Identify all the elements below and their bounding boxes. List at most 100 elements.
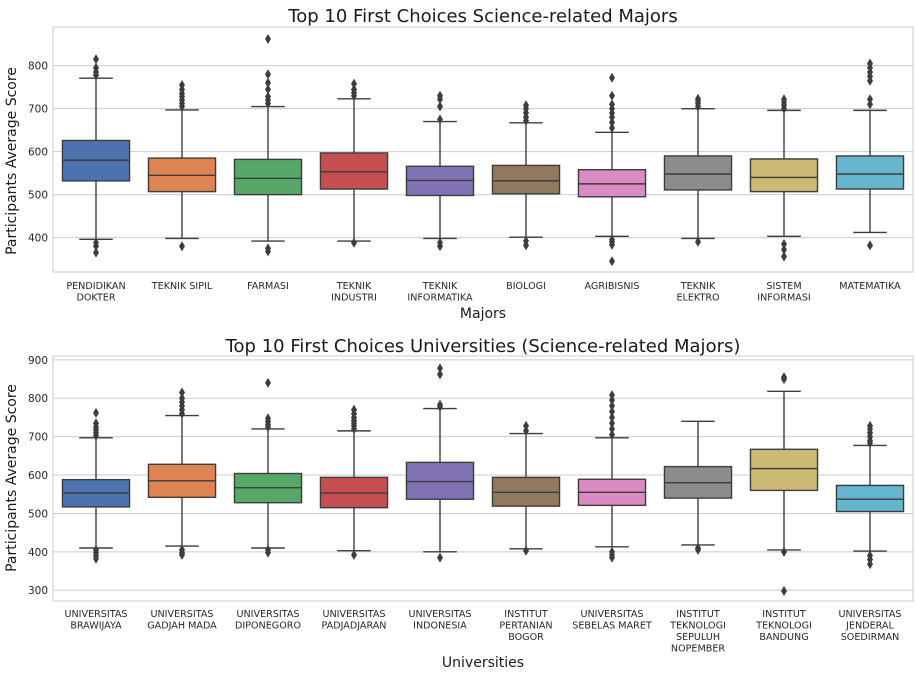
box-10 <box>835 58 905 251</box>
plot-area <box>52 26 914 273</box>
outlier-point <box>609 423 615 434</box>
outlier-point <box>265 243 271 254</box>
y-tick-label: 500 <box>28 190 48 202</box>
x-tick-label: AGRIBISNIS <box>585 281 640 292</box>
outlier-point <box>609 406 615 417</box>
outlier-point <box>351 549 357 560</box>
outlier-point <box>609 117 615 128</box>
box-body <box>749 448 819 492</box>
outlier-point <box>609 90 615 101</box>
box-4 <box>319 404 389 560</box>
box-body <box>749 158 819 193</box>
plot-area <box>52 355 914 602</box>
outlier-point <box>781 94 787 105</box>
outlier-point <box>437 101 443 112</box>
outlier-point <box>695 236 701 247</box>
y-tick-label: 700 <box>28 104 48 116</box>
outlier-point <box>867 240 873 251</box>
outlier-point <box>93 247 99 258</box>
outlier-point <box>179 544 185 555</box>
outlier-point <box>695 93 701 104</box>
box-3 <box>233 34 303 257</box>
y-tick-label: 800 <box>28 61 48 73</box>
x-axis-label: Majors <box>460 306 506 322</box>
outlier-point <box>93 54 99 65</box>
outlier-point <box>609 429 615 440</box>
y-tick-label: 900 <box>28 355 48 367</box>
outlier-point <box>351 237 357 248</box>
box-9 <box>749 94 819 262</box>
y-tick-label: 600 <box>28 470 48 482</box>
outlier-point <box>351 78 357 89</box>
box-body <box>491 164 561 195</box>
x-tick-label: UNIVERSITAS INDONESIA <box>408 609 471 632</box>
universities-box-chart: Top 10 First Choices Universities (Scien… <box>4 336 914 671</box>
outlier-point <box>609 72 615 83</box>
outlier-point <box>93 407 99 418</box>
box-1 <box>61 407 131 564</box>
outlier-point <box>437 363 443 374</box>
y-axis-label: Participants Average Score <box>4 67 20 255</box>
outlier-point <box>265 91 271 102</box>
outlier-point <box>93 237 99 248</box>
box-5 <box>405 363 475 563</box>
x-tick-label: TEKNIK ELEKTRO <box>676 281 720 304</box>
outlier-point <box>437 399 443 410</box>
box-7 <box>577 72 647 267</box>
x-tick-label: UNIVERSITAS DIPONEGORO <box>235 609 301 632</box>
box-4 <box>319 78 389 248</box>
outlier-point <box>867 420 873 431</box>
x-tick-label: FARMASI <box>247 281 289 292</box>
box-body <box>319 152 389 190</box>
outlier-point <box>609 418 615 429</box>
x-tick-label: MATEMATIKA <box>839 281 901 292</box>
box-6 <box>491 420 561 556</box>
outlier-point <box>609 234 615 245</box>
outlier-point <box>93 62 99 73</box>
outlier-point <box>179 80 185 91</box>
x-tick-label: UNIVERSITAS SEBELAS MARET <box>572 609 652 632</box>
x-tick-label: PENDIDIKAN DOKTER <box>66 281 125 304</box>
outlier-point <box>609 99 615 110</box>
outlier-point <box>179 241 185 252</box>
box-6 <box>491 100 561 251</box>
y-tick-label: 400 <box>28 547 48 559</box>
x-tick-label: BIOLOGI <box>506 281 546 292</box>
box-2 <box>147 387 217 560</box>
x-tick-label: INSTITUT PERTANIAN BOGOR <box>499 609 552 643</box>
x-tick-label: UNIVERSITAS PADJADJARAN <box>322 609 387 632</box>
outlier-point <box>867 58 873 69</box>
x-tick-label: UNIVERSITAS JENDERAL SOEDIRMAN <box>838 609 901 643</box>
majors-box-chart: Top 10 First Choices Science-related Maj… <box>4 6 914 322</box>
box-9 <box>749 372 819 597</box>
outlier-point <box>437 369 443 380</box>
x-tick-label: INSTITUT TEKNOLOGI SEPULUH NOPEMBER <box>669 609 726 655</box>
outlier-point <box>265 69 271 80</box>
outlier-point <box>93 418 99 429</box>
outlier-point <box>609 400 615 411</box>
outlier-point <box>265 34 271 45</box>
outlier-point <box>609 256 615 267</box>
outlier-point <box>523 545 529 556</box>
outlier-point <box>781 546 787 557</box>
x-tick-label: TEKNIK SIPIL <box>151 281 213 292</box>
outlier-point <box>265 413 271 424</box>
outlier-point <box>351 404 357 415</box>
outlier-point <box>781 244 787 255</box>
y-tick-label: 400 <box>28 233 48 245</box>
outlier-point <box>609 123 615 134</box>
outlier-point <box>437 90 443 101</box>
outlier-point <box>265 544 271 555</box>
outlier-point <box>437 552 443 563</box>
outlier-point <box>523 100 529 111</box>
box-7 <box>577 390 647 563</box>
x-tick-label: SISTEM INFORMASI <box>757 281 811 304</box>
y-tick-label: 500 <box>28 508 48 520</box>
outlier-point <box>695 543 701 554</box>
outlier-point <box>179 387 185 398</box>
y-tick-label: 600 <box>28 147 48 159</box>
outlier-point <box>523 236 529 247</box>
outlier-point <box>437 114 443 125</box>
outlier-point <box>867 94 873 105</box>
